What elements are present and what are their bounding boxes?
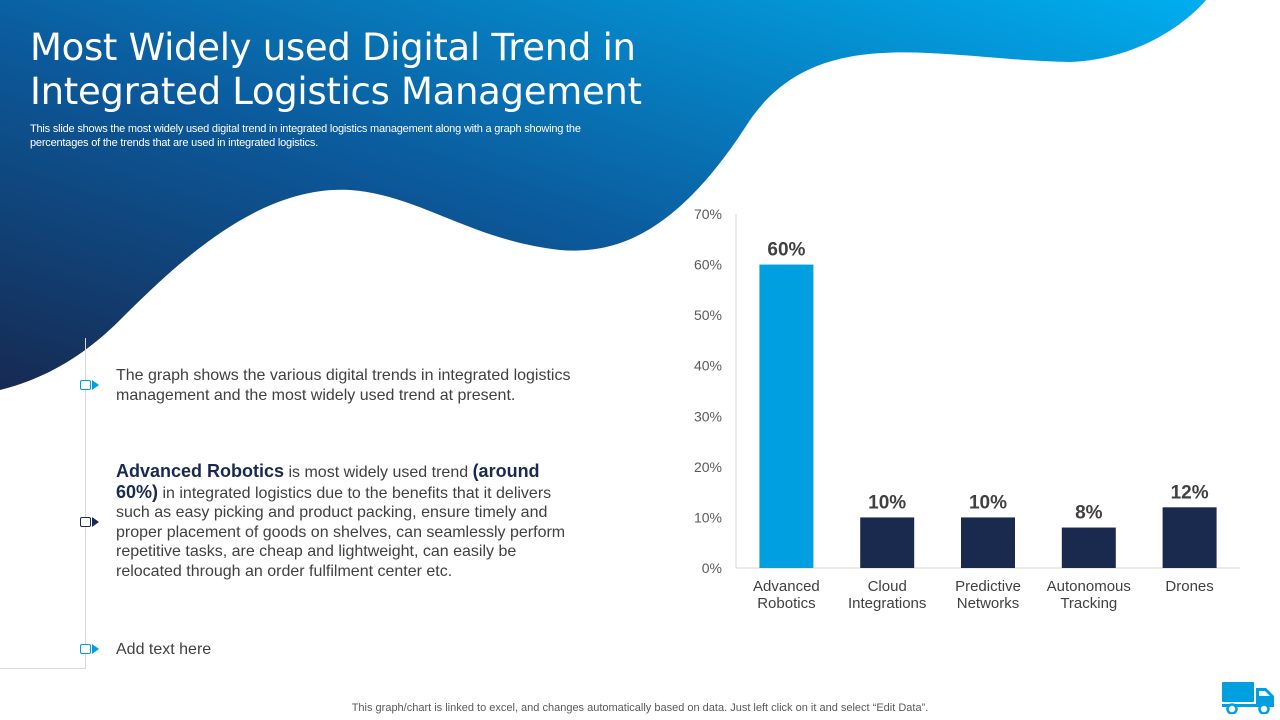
x-tick-label: Autonomous xyxy=(1047,578,1131,595)
background-wave xyxy=(0,0,1206,390)
point-2-mid: is most widely used trend xyxy=(284,464,473,481)
x-tick-label: Cloud xyxy=(868,578,907,595)
bullet-marker-icon xyxy=(80,516,102,528)
data-label: 12% xyxy=(1171,482,1209,503)
footnote: This graph/chart is linked to excel, and… xyxy=(351,702,929,714)
y-tick-label: 70% xyxy=(694,206,722,222)
bullet-marker-icon xyxy=(80,643,102,655)
data-label: 10% xyxy=(969,492,1007,513)
truck-icon xyxy=(1222,682,1274,714)
x-tick-label: Robotics xyxy=(757,595,815,612)
y-tick-label: 50% xyxy=(694,307,722,323)
y-tick-label: 20% xyxy=(694,459,722,475)
y-tick-label: 60% xyxy=(694,257,722,273)
x-tick-label: Predictive xyxy=(955,578,1021,595)
timeline-line xyxy=(85,338,86,668)
y-tick-label: 30% xyxy=(694,408,722,424)
y-tick-label: 40% xyxy=(694,358,722,374)
point-2-bold: (around 60%) xyxy=(116,461,540,502)
data-label: 10% xyxy=(868,492,906,513)
bar[interactable] xyxy=(860,517,915,568)
x-tick-label: Tracking xyxy=(1060,595,1117,612)
x-tick-label: Advanced xyxy=(753,578,820,595)
bar[interactable] xyxy=(961,517,1015,568)
y-tick-label: 10% xyxy=(694,509,722,525)
point-2-text: Advanced Robotics is most widely used tr… xyxy=(116,461,576,581)
x-tick-label: Integrations xyxy=(848,595,926,612)
slide-title: Most Widely used Digital Trend in Integr… xyxy=(30,26,750,114)
x-tick-label: Drones xyxy=(1165,578,1213,595)
point-2-rest: in integrated logistics due to the benef… xyxy=(116,484,566,580)
data-label: 8% xyxy=(1075,503,1103,524)
bar[interactable] xyxy=(1162,507,1217,568)
point-1-text: The graph shows the various digital tren… xyxy=(116,367,571,404)
title-line-1: Most Widely used Digital Trend in xyxy=(30,26,636,69)
title-line-2: Integrated Logistics Management xyxy=(30,70,642,113)
bar[interactable] xyxy=(759,264,814,568)
point-2-highlight: Advanced Robotics xyxy=(116,461,285,481)
bar-chart[interactable]: 0% 10% 20% 30% 40% 50% 60% 70% 60% AdvancedRoboti… xyxy=(680,200,1250,620)
timeline-base-line xyxy=(0,668,86,669)
point-3-text: Add text here xyxy=(116,641,212,658)
slide-subtitle: This slide shows the most widely used di… xyxy=(30,123,581,149)
y-tick-label: 0% xyxy=(702,560,722,576)
data-label: 60% xyxy=(767,240,805,261)
bullet-marker-icon xyxy=(80,379,102,391)
bar[interactable] xyxy=(1061,527,1116,568)
x-tick-label: Networks xyxy=(957,595,1020,612)
